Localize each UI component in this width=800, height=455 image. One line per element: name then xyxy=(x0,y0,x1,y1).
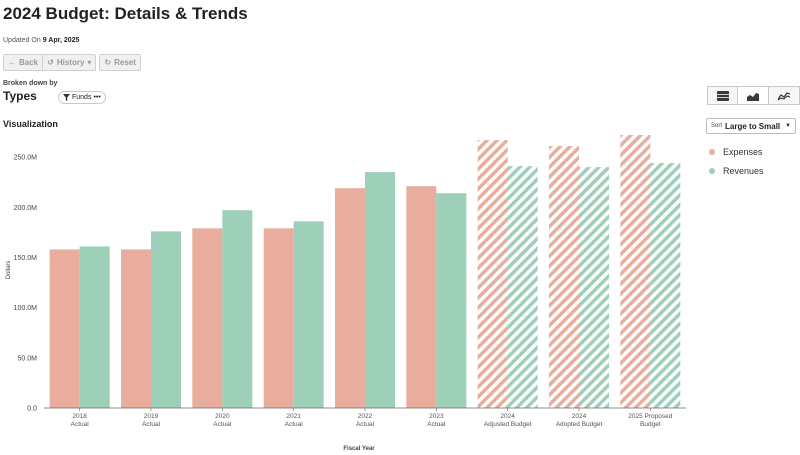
updated-date: 9 Apr, 2025 xyxy=(42,37,80,44)
bar-expenses[interactable] xyxy=(263,228,294,408)
y-tick-label: 50.0M xyxy=(18,355,38,362)
x-tick-label: Actual xyxy=(356,421,375,428)
reset-label: Reset xyxy=(114,58,136,67)
x-tick-label: Budget xyxy=(640,421,661,428)
line-chart-icon xyxy=(778,91,790,100)
x-tick-label: 2020 xyxy=(215,413,230,420)
breakdown-caption: Broken down by xyxy=(3,80,58,87)
filter-icon xyxy=(63,94,70,101)
x-tick-label: Adopted Budget xyxy=(556,421,603,428)
bar-revenues[interactable] xyxy=(650,163,681,408)
chevron-down-icon: ▼ xyxy=(785,123,791,129)
x-tick-label: 2024 xyxy=(572,413,587,420)
history-icon: ↺ xyxy=(47,58,54,67)
x-tick-label: Actual xyxy=(285,421,304,428)
funds-filter-label: Funds xyxy=(72,94,92,101)
area-chart-icon xyxy=(747,92,759,101)
tab-table[interactable] xyxy=(707,86,738,105)
x-tick-label: 2025 Proposed xyxy=(628,413,672,420)
updated-on: Updated On 9 Apr, 2025 xyxy=(3,37,79,44)
legend-item-revenues[interactable]: Revenues xyxy=(709,161,764,180)
bar-revenues[interactable] xyxy=(293,221,324,408)
x-tick-label: 2023 xyxy=(429,413,444,420)
bar-revenues[interactable] xyxy=(151,231,181,408)
legend-label-revenues: Revenues xyxy=(723,165,764,176)
legend-item-expenses[interactable]: Expenses xyxy=(709,142,764,161)
back-history-group: ← Back ↺ History ▾ xyxy=(3,54,97,71)
back-button[interactable]: ← Back xyxy=(3,54,44,71)
x-tick-label: 2024 xyxy=(500,413,515,420)
x-tick-label: Actual xyxy=(142,421,161,428)
y-tick-label: 0.0 xyxy=(27,406,37,413)
sort-label: Sort xyxy=(711,123,723,129)
bar-revenues[interactable] xyxy=(365,172,395,408)
breakdown-value[interactable]: Types xyxy=(3,89,37,103)
bar-expenses[interactable] xyxy=(549,146,579,408)
x-tick-label: Actual xyxy=(427,421,446,428)
x-tick-label: Adjusted Budget xyxy=(484,421,532,428)
sort-value: Large to Small xyxy=(725,121,781,131)
bar-revenues[interactable] xyxy=(79,246,110,408)
arrow-left-icon: ← xyxy=(8,58,16,67)
x-tick-label: 2019 xyxy=(144,413,159,420)
y-tick-label: 200.0M xyxy=(14,205,38,212)
bar-revenues[interactable] xyxy=(436,193,467,408)
legend-swatch-expenses xyxy=(709,148,715,155)
back-label: Back xyxy=(19,58,39,67)
chart-legend: Expenses Revenues xyxy=(709,142,764,180)
y-axis-label: Dollars xyxy=(6,261,12,280)
view-tabs xyxy=(707,86,800,105)
funds-filter-button[interactable]: Funds ••• xyxy=(58,91,106,104)
table-icon xyxy=(716,90,729,101)
page-title: 2024 Budget: Details & Trends xyxy=(3,4,248,23)
legend-label-expenses: Expenses xyxy=(723,146,763,157)
visualization-label: Visualization xyxy=(3,119,58,129)
tab-line-chart[interactable] xyxy=(769,86,800,105)
budget-bar-chart: Dollars 0.0 50.0M 100.0M 150.0M 200.0M 250.0M 2… xyxy=(6,135,686,452)
sort-dropdown[interactable]: Sort Large to Small ▼ xyxy=(706,118,796,134)
bar-expenses[interactable] xyxy=(477,140,508,408)
history-button[interactable]: ↺ History ▾ xyxy=(43,54,97,71)
reset-button[interactable]: ↻ Reset xyxy=(99,54,141,71)
legend-swatch-revenues xyxy=(709,167,715,174)
history-label: History xyxy=(56,58,85,67)
tab-area-chart[interactable] xyxy=(738,86,769,105)
x-tick-label: Actual xyxy=(71,421,90,428)
reset-icon: ↻ xyxy=(104,58,112,67)
y-tick-label: 250.0M xyxy=(14,155,38,162)
more-icon: ••• xyxy=(93,94,101,101)
bar-revenues[interactable] xyxy=(222,210,253,408)
x-tick-label: 2021 xyxy=(286,413,301,420)
x-tick-label: Actual xyxy=(213,421,232,428)
bar-expenses[interactable] xyxy=(406,186,437,408)
x-tick-label: 2022 xyxy=(358,413,373,420)
bar-expenses[interactable] xyxy=(121,249,151,408)
bar-expenses[interactable] xyxy=(49,249,80,408)
y-tick-label: 100.0M xyxy=(14,305,38,312)
bar-expenses[interactable] xyxy=(192,228,223,408)
bar-revenues[interactable] xyxy=(579,167,609,408)
navigation-toolbar: ← Back ↺ History ▾ ↻ Reset xyxy=(3,54,141,71)
bar-revenues[interactable] xyxy=(507,166,538,408)
y-tick-label: 150.0M xyxy=(14,255,38,262)
updated-prefix: Updated On xyxy=(3,37,41,44)
caret-down-icon: ▾ xyxy=(87,58,92,67)
bar-expenses[interactable] xyxy=(620,135,651,408)
x-tick-label: 2018 xyxy=(72,413,87,420)
x-axis-label: Fiscal Year xyxy=(343,446,375,452)
bar-expenses[interactable] xyxy=(335,188,365,408)
